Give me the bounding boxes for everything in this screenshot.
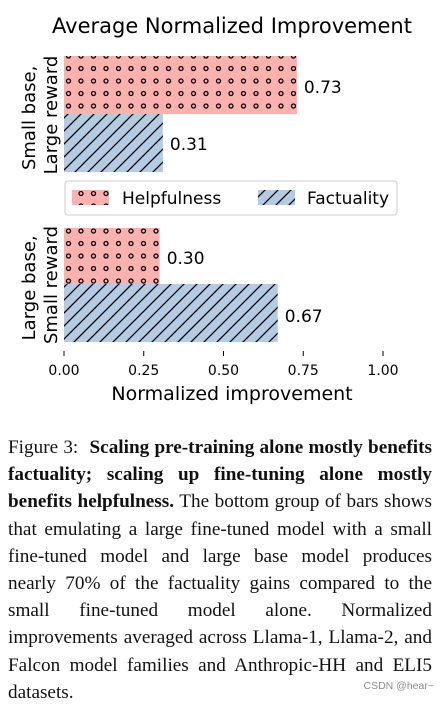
chart-title: Average Normalized Improvement bbox=[52, 14, 412, 38]
legend-swatch-helpfulness bbox=[72, 190, 109, 205]
bar-small-base-helpfulness bbox=[64, 56, 297, 114]
group-label-small-base-line2: Large reward bbox=[41, 56, 62, 175]
watermark: CSDN @hear~ bbox=[363, 680, 434, 692]
caption-bold-text: Scaling pre-training alone mostly benefi… bbox=[8, 437, 432, 513]
value-label-large-base-helpfulness: 0.30 bbox=[167, 249, 205, 269]
figure-caption: Figure 3: Scaling pre-training alone mos… bbox=[8, 434, 432, 706]
bar-large-base-helpfulness bbox=[64, 228, 160, 284]
x-tick-label-0: 0.00 bbox=[48, 363, 79, 379]
bar-large-base-factuality bbox=[64, 284, 278, 342]
legend-label-helpfulness: Helpfulness bbox=[122, 189, 221, 209]
bar-small-base-factuality bbox=[64, 114, 163, 172]
caption-label: Figure 3: bbox=[8, 437, 79, 458]
legend-label-factuality: Factuality bbox=[307, 189, 389, 209]
legend: Helpfulness Factuality bbox=[64, 180, 398, 216]
x-axis-label: Normalized improvement bbox=[111, 383, 352, 405]
value-label-small-base-factuality: 0.31 bbox=[170, 135, 208, 155]
x-tick-label-4: 1.00 bbox=[367, 363, 398, 379]
group-label-large-base: Large base, Small reward bbox=[19, 226, 62, 344]
x-tick-label-3: 0.75 bbox=[288, 363, 319, 379]
x-tick-label-1: 0.25 bbox=[128, 363, 159, 379]
legend-frame bbox=[64, 180, 398, 216]
legend-swatch-factuality bbox=[258, 190, 295, 205]
group-label-large-base-line2: Small reward bbox=[41, 226, 62, 344]
group-label-small-base: Small base, Large reward bbox=[19, 56, 62, 175]
x-axis: 0.00 0.25 0.50 0.75 1.00 Normalized impr… bbox=[48, 351, 399, 405]
caption-body-text: The bottom group of bars shows that emul… bbox=[8, 491, 433, 703]
group-label-small-base-line1: Small base, bbox=[19, 66, 40, 170]
value-label-large-base-factuality: 0.67 bbox=[285, 307, 323, 327]
group-label-large-base-line1: Large base, bbox=[19, 235, 40, 340]
value-label-small-base-helpfulness: 0.73 bbox=[304, 78, 342, 98]
x-tick-label-2: 0.50 bbox=[208, 363, 239, 379]
bar-chart: Average Normalized Improvement Small bas… bbox=[19, 14, 412, 405]
